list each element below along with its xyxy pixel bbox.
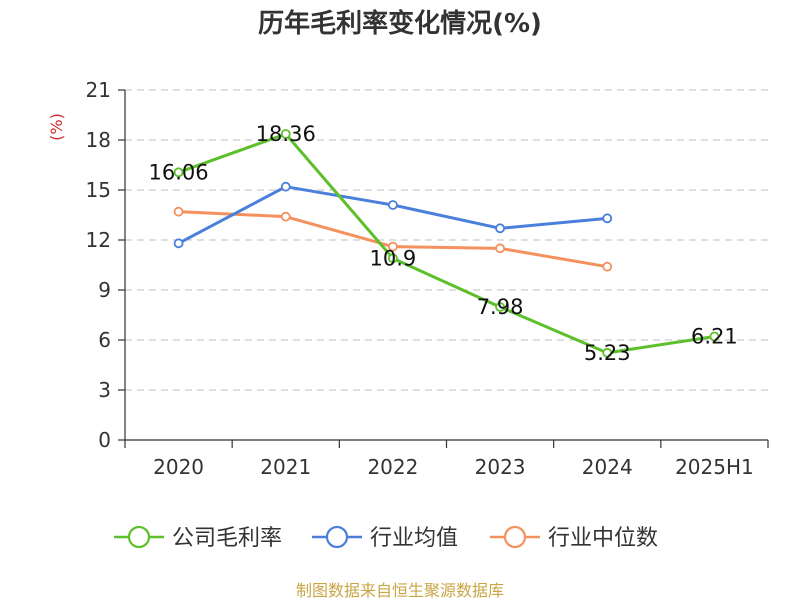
series-2-point-2024 [602, 261, 613, 272]
series-0-point-2024 [602, 347, 613, 358]
y-tick-label-2: 6 [98, 328, 111, 352]
legend-marker-1 [325, 525, 349, 549]
series-0-point-2023 [495, 302, 505, 312]
series-line-0 [178, 132, 715, 355]
series-0-point-2020 [173, 167, 184, 178]
series-1 [173, 181, 613, 249]
x-tick-label-2020: 2020 [153, 455, 204, 479]
legend-item-0: 公司毛利率 [114, 525, 282, 551]
legend-label-1: 行业均值 [370, 526, 458, 551]
series-1-point-2022 [388, 200, 398, 210]
series-0-point-2022 [388, 253, 398, 264]
data-label-2024: 5.23 [584, 341, 631, 365]
series-1-point-2020 [173, 238, 184, 249]
data-source-note: 制图数据来自恒生聚源数据库 [296, 581, 504, 600]
series-0-point-2021 [280, 129, 291, 139]
x-tick-label-2023: 2023 [475, 455, 526, 479]
grid-lines [125, 89, 768, 391]
x-tick-label-2025H1: 2025H1 [675, 455, 754, 479]
data-label-2023: 7.98 [477, 295, 524, 319]
y-axis-unit-label: (%) [47, 113, 66, 141]
x-tick-label-2024: 2024 [582, 455, 633, 479]
data-label-2021: 18.36 [256, 122, 316, 146]
y-tick-label-4: 12 [86, 228, 111, 252]
axes: 0 3 6 9 12 15 18 21 2020 2021 2022 2023 2024 2025H1 [86, 78, 769, 479]
y-tick-label-7: 21 [86, 78, 111, 102]
series-1-point-2021 [280, 181, 291, 192]
x-tick-label-2021: 2021 [260, 455, 311, 479]
chart-title: 历年毛利率变化情况(%) [258, 8, 542, 39]
legend-marker-2 [503, 525, 527, 549]
y-tick-label-3: 9 [98, 278, 111, 302]
series-0-point-2025H1 [709, 331, 720, 342]
series-2-point-2020 [173, 206, 184, 217]
series-1-point-2023 [495, 223, 505, 234]
series-2-point-2023 [495, 243, 505, 254]
y-tick-label-1: 3 [98, 378, 111, 402]
series-2 [173, 206, 613, 272]
series-1-point-2024 [602, 213, 613, 224]
series-2-point-2021 [280, 211, 291, 222]
y-tick-label-0: 0 [98, 428, 111, 452]
legend-label-2: 行业中位数 [548, 526, 658, 551]
data-label-2020: 16.06 [149, 160, 209, 184]
data-label-2025H1: 6.21 [691, 325, 738, 349]
series-lines [173, 129, 720, 358]
series-0 [173, 129, 720, 358]
y-tick-label-6: 18 [86, 128, 111, 152]
data-labels: 16.06 18.36 10.9 7.98 5.23 6.21 [149, 122, 738, 365]
legend-item-2: 行业中位数 [490, 525, 658, 551]
legend-label-0: 公司毛利率 [172, 526, 282, 551]
legend-item-1: 行业均值 [312, 525, 458, 551]
series-2-point-2022 [388, 241, 398, 252]
legend: 公司毛利率 行业均值 行业中位数 [114, 525, 658, 551]
legend-marker-0 [127, 525, 151, 549]
data-label-2022: 10.9 [370, 246, 417, 270]
y-tick-label-5: 15 [86, 178, 111, 202]
x-tick-label-2022: 2022 [367, 455, 418, 479]
